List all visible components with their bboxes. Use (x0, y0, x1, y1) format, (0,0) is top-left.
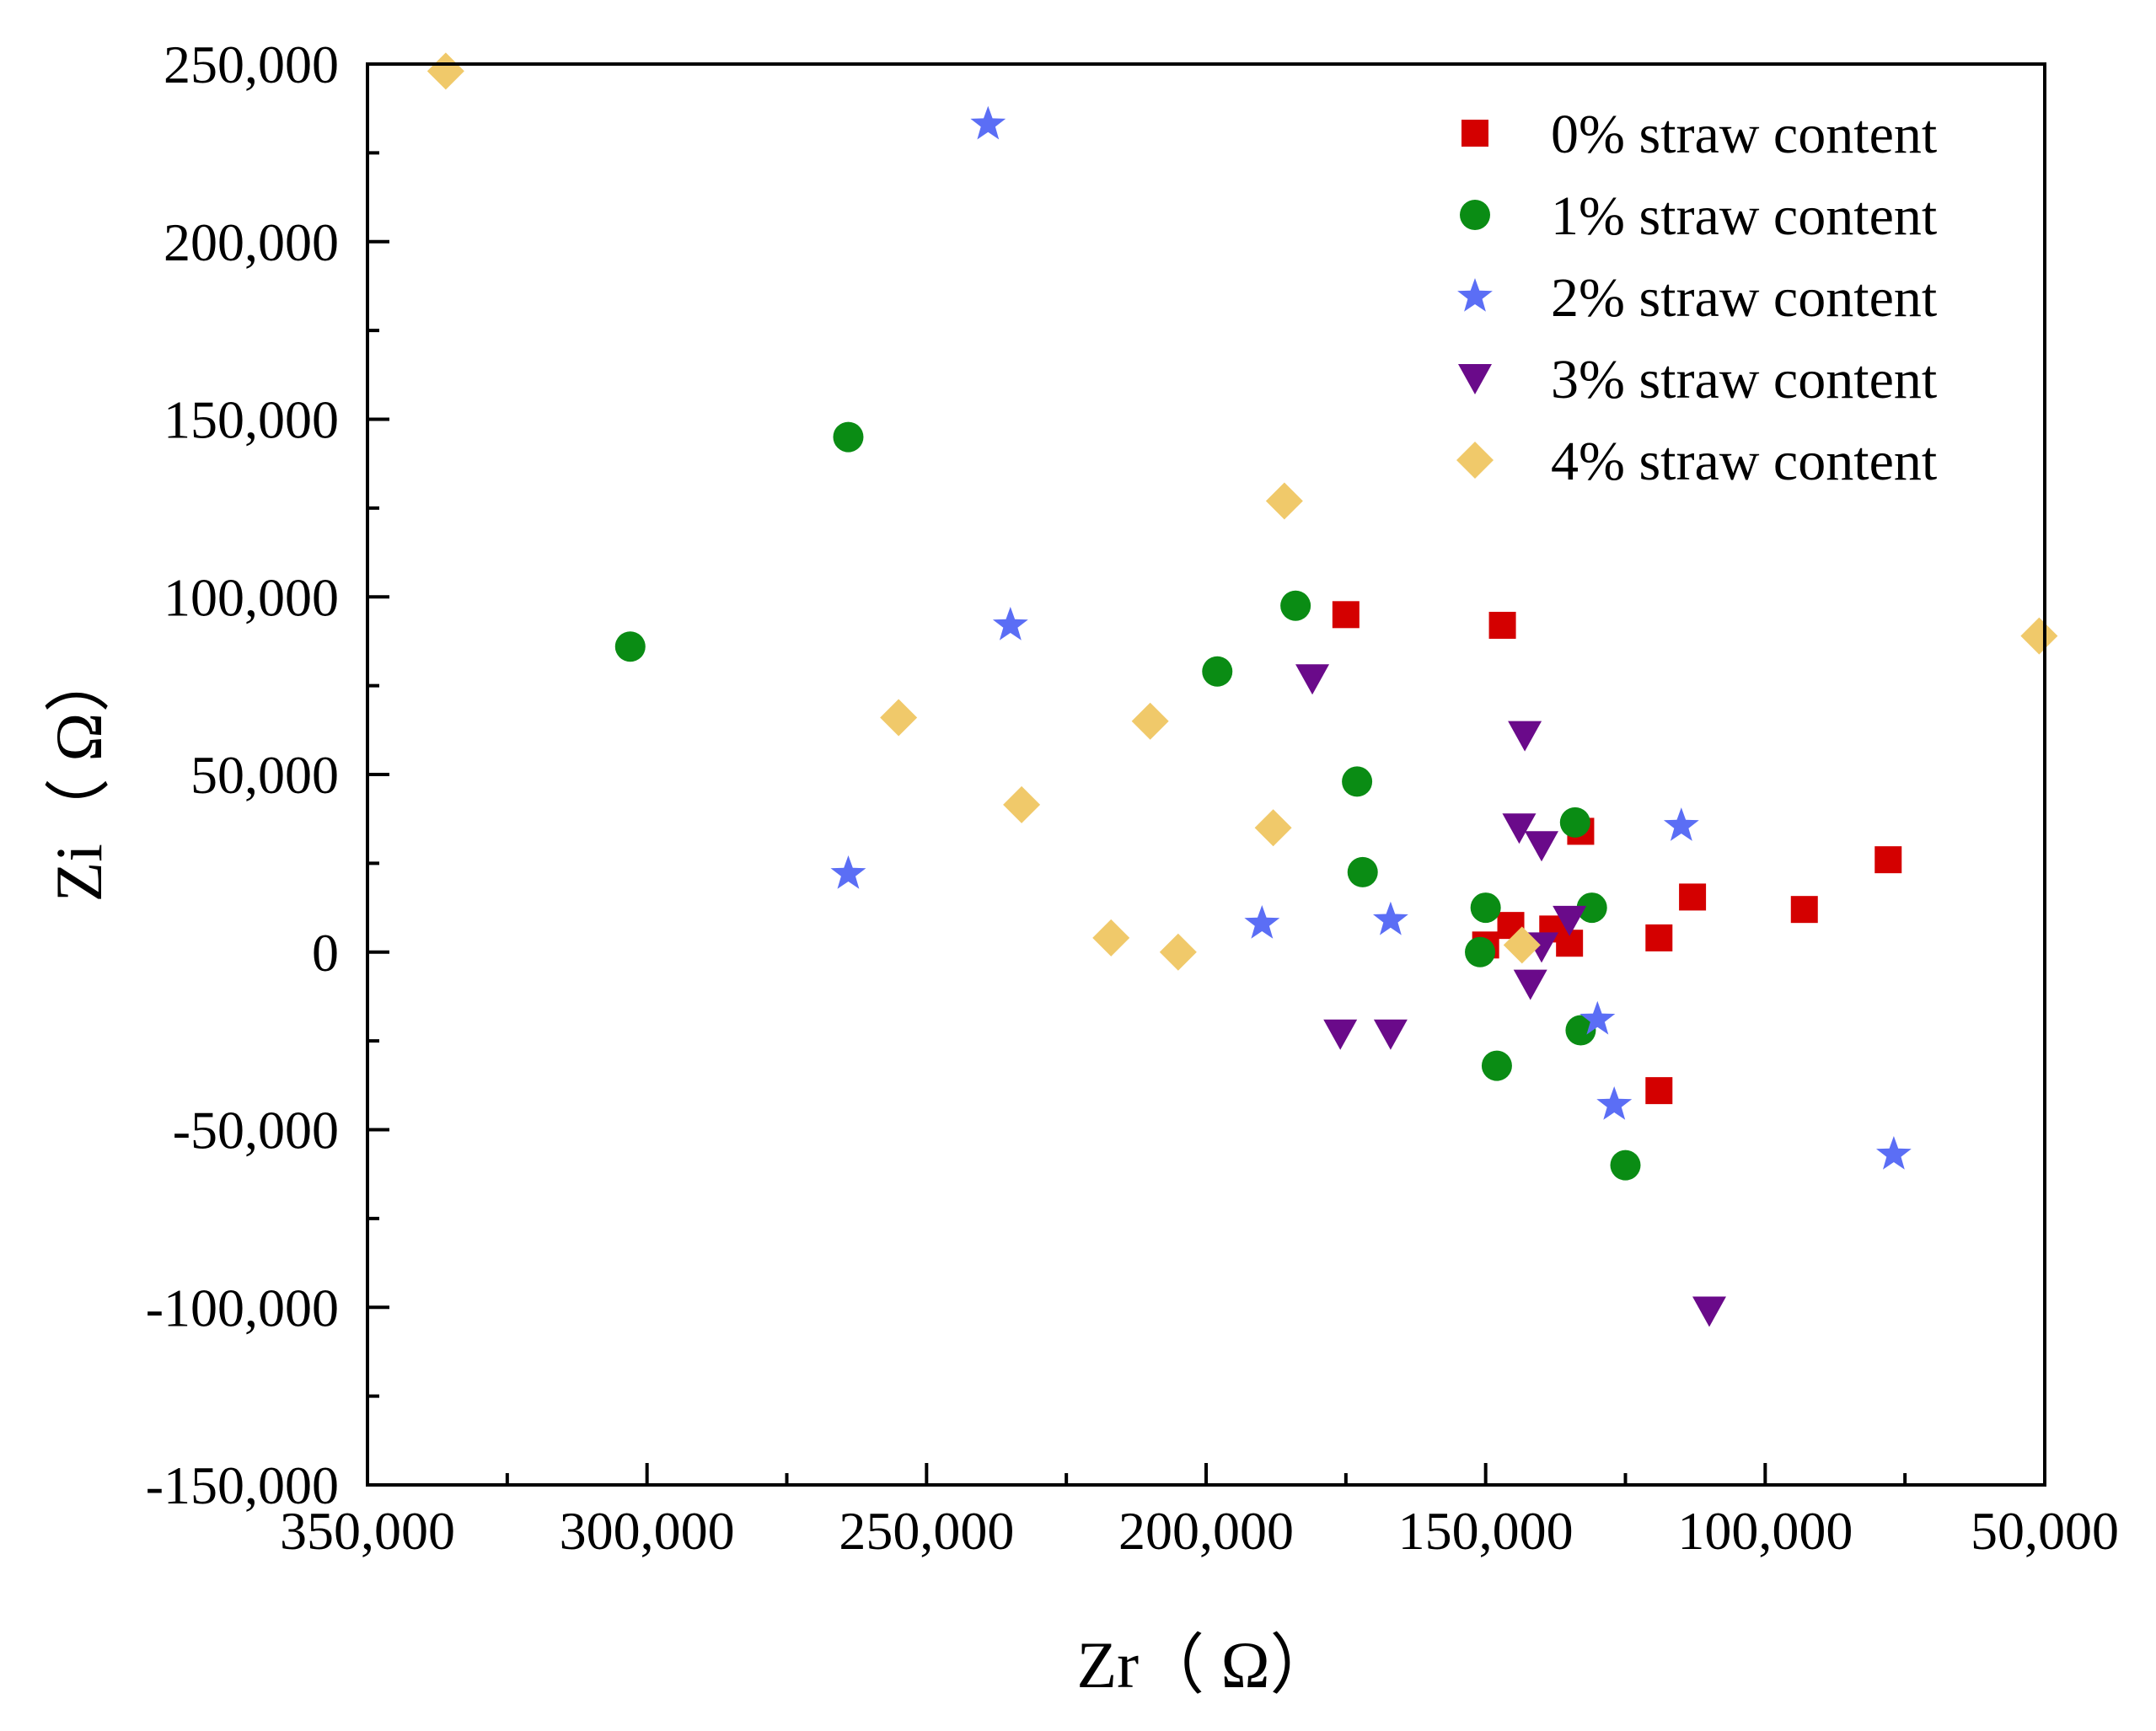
y-tick-label: 200,000 (164, 212, 339, 272)
data-point-square (1874, 846, 1902, 874)
data-point-diamond (1003, 785, 1041, 823)
data-point-square (1790, 896, 1818, 924)
data-point-circle (1481, 1050, 1512, 1081)
y-tick-label: 100,000 (164, 567, 339, 627)
data-point-circle (1202, 656, 1233, 687)
data-point-star (1373, 901, 1408, 935)
data-point-diamond (1265, 482, 1303, 520)
data-point-star (1663, 807, 1699, 841)
plot-frame (366, 62, 2046, 1487)
data-point-square (1332, 601, 1360, 629)
data-point-circle (1610, 1150, 1641, 1181)
y-tick-label: 250,000 (164, 35, 339, 94)
data-point-triangle-down (1692, 1296, 1726, 1327)
data-point-star (830, 855, 866, 889)
x-tick-label: 150,000 (1398, 1501, 1574, 1561)
data-point-star (1596, 1086, 1633, 1120)
y-tick-label: 0 (312, 923, 339, 983)
legend-label: 4% straw content (1551, 431, 1937, 492)
data-point-diamond (1092, 919, 1130, 957)
data-point-circle (1465, 936, 1496, 967)
series-1 (614, 421, 1641, 1181)
x-tick-label: 50,000 (1971, 1501, 2119, 1561)
data-points (426, 52, 2058, 1327)
x-tick-label: 100,000 (1677, 1501, 1853, 1561)
data-point-circle (1470, 892, 1501, 924)
data-point-star (1579, 1000, 1616, 1035)
data-point-diamond (426, 52, 464, 90)
data-point-circle (1280, 590, 1311, 621)
series-4 (426, 52, 2058, 971)
legend-label: 2% straw content (1551, 267, 1937, 329)
legend-marker-square (1461, 120, 1488, 147)
legend-label: 1% straw content (1551, 185, 1937, 247)
legend-marker-diamond (1456, 442, 1494, 479)
data-point-triangle-down (1323, 1019, 1358, 1050)
x-tick-label: 200,000 (1118, 1501, 1294, 1561)
series-2 (830, 105, 1912, 1170)
data-point-circle (1347, 856, 1378, 887)
data-point-triangle-down (1553, 905, 1587, 936)
data-point-triangle-down (1295, 664, 1330, 695)
data-point-diamond (1131, 702, 1169, 740)
data-point-circle (1576, 892, 1607, 924)
data-point-star (1876, 1136, 1912, 1170)
x-tick-label: 300,000 (560, 1501, 735, 1561)
y-axis-label: Zi（ Ω） (42, 647, 115, 903)
data-point-square (1645, 924, 1673, 951)
data-point-diamond (1503, 926, 1541, 964)
legend-marker-circle (1460, 200, 1490, 230)
data-point-circle (614, 631, 646, 662)
legend-label: 3% straw content (1551, 349, 1937, 410)
data-point-square (1679, 883, 1707, 911)
data-point-square (1645, 1077, 1673, 1105)
data-point-star (992, 607, 1028, 640)
data-point-circle (1342, 766, 1373, 797)
data-point-diamond (1159, 933, 1197, 971)
data-point-star (1244, 905, 1280, 939)
data-point-square (1488, 611, 1516, 639)
y-tick-label: -150,000 (146, 1455, 339, 1515)
y-tick-label: 150,000 (164, 390, 339, 450)
x-tick-label: 250,000 (839, 1501, 1014, 1561)
legend: 0% straw content 1% straw content 2% straw… (1456, 104, 1937, 492)
legend-marker-star (1457, 278, 1493, 312)
data-point-star (970, 105, 1006, 140)
data-point-triangle-down (1513, 969, 1547, 1000)
data-point-diamond (880, 699, 918, 737)
data-point-circle (1559, 807, 1590, 838)
data-point-diamond (2020, 617, 2058, 655)
x-tick-label: 350,000 (280, 1501, 455, 1561)
data-point-triangle-down (1373, 1019, 1408, 1050)
axis-ticks: 350,000 300,000 250,000 200,000 150,000 100,0… (146, 35, 2119, 1561)
data-point-circle (1565, 1015, 1596, 1046)
data-point-triangle-down (1525, 831, 1558, 862)
data-point-diamond (1254, 809, 1292, 847)
y-tick-label: -50,000 (173, 1101, 339, 1160)
y-tick-label: 50,000 (190, 745, 339, 805)
x-axis-label: Zr（ Ω） (1076, 1628, 1335, 1702)
legend-label: 0% straw content (1551, 104, 1937, 165)
data-point-circle (833, 421, 864, 453)
legend-marker-triangle-down (1458, 364, 1492, 394)
data-point-triangle-down (1508, 721, 1542, 752)
y-tick-label: -100,000 (146, 1278, 339, 1337)
data-point-triangle-down (1502, 813, 1537, 844)
